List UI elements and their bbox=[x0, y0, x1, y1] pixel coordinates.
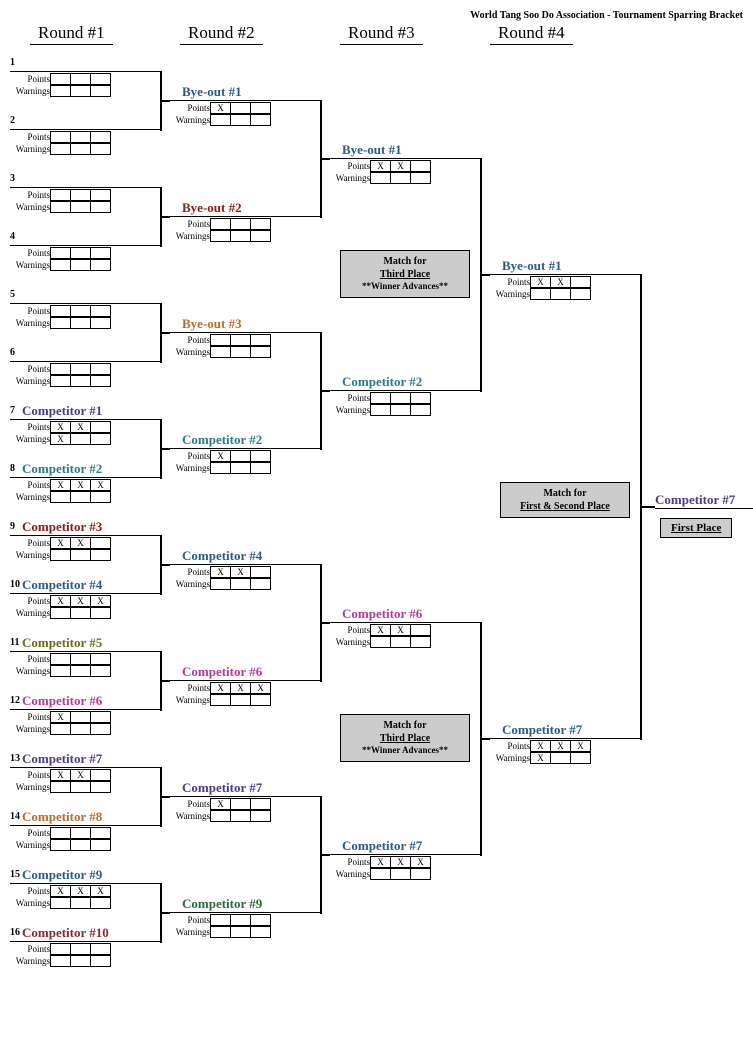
slot-number: 12 bbox=[10, 695, 20, 706]
competitor-name: Bye-out #1 bbox=[502, 258, 562, 274]
competitor-name: Competitor #2 bbox=[342, 374, 422, 390]
connector bbox=[480, 738, 490, 740]
slot-number: 7 bbox=[10, 405, 15, 416]
connector bbox=[160, 680, 170, 682]
connector bbox=[160, 216, 170, 218]
connector bbox=[320, 390, 330, 392]
competitor-name: Competitor #2 bbox=[182, 432, 262, 448]
competitor-name: Bye-out #1 bbox=[182, 84, 242, 100]
connector bbox=[320, 158, 330, 160]
competitor-name: Competitor #4 bbox=[182, 548, 262, 564]
bracket-canvas: 1PointsWarnings2PointsWarnings3PointsWar… bbox=[10, 51, 743, 1031]
connector bbox=[320, 854, 330, 856]
competitor-name: Competitor #4 bbox=[22, 577, 102, 593]
round-headers: Round #1 Round #2 Round #3 Round #4 bbox=[10, 23, 743, 51]
round-2-header: Round #2 bbox=[180, 23, 263, 45]
connector bbox=[160, 796, 170, 798]
slot-number: 1 bbox=[10, 57, 15, 68]
round-1-header: Round #1 bbox=[30, 23, 113, 45]
competitor-name: Competitor #3 bbox=[22, 519, 102, 535]
round-3-header: Round #3 bbox=[340, 23, 423, 45]
connector bbox=[160, 912, 170, 914]
slot-number: 8 bbox=[10, 463, 15, 474]
competitor-name: Competitor #7 bbox=[182, 780, 262, 796]
competitor-name: Bye-out #1 bbox=[342, 142, 402, 158]
slot-number: 2 bbox=[10, 115, 15, 126]
competitor-name: Competitor #2 bbox=[22, 461, 102, 477]
slot-number: 15 bbox=[10, 869, 20, 880]
page-header: World Tang Soo Do Association - Tourname… bbox=[10, 10, 743, 21]
connector bbox=[160, 332, 170, 334]
connector bbox=[320, 622, 330, 624]
connector bbox=[160, 564, 170, 566]
round-4-header: Round #4 bbox=[490, 23, 573, 45]
slot-number: 3 bbox=[10, 173, 15, 184]
connector bbox=[480, 274, 490, 276]
slot-number: 9 bbox=[10, 521, 15, 532]
competitor-name: Competitor #6 bbox=[342, 606, 422, 622]
competitor-name: Competitor #10 bbox=[22, 925, 109, 941]
competitor-name: Competitor #9 bbox=[182, 896, 262, 912]
slot-number: 4 bbox=[10, 231, 15, 242]
competitor-name: Competitor #6 bbox=[182, 664, 262, 680]
winner-slot: Competitor #7 bbox=[655, 492, 753, 509]
final-match-box: Match forFirst & Second Place bbox=[500, 482, 630, 518]
competitor-name: Competitor #5 bbox=[22, 635, 102, 651]
competitor-name: Competitor #7 bbox=[502, 722, 582, 738]
competitor-name: Competitor #7 bbox=[22, 751, 102, 767]
competitor-name: Competitor #8 bbox=[22, 809, 102, 825]
connector bbox=[640, 506, 655, 508]
slot-number: 11 bbox=[10, 637, 19, 648]
third-place-box-1: Match forThird Place**Winner Advances** bbox=[340, 250, 470, 298]
competitor-name: Competitor #1 bbox=[22, 403, 102, 419]
slot-number: 6 bbox=[10, 347, 15, 358]
connector bbox=[160, 448, 170, 450]
slot-number: 16 bbox=[10, 927, 20, 938]
competitor-name: Bye-out #2 bbox=[182, 200, 242, 216]
third-place-box-2: Match forThird Place**Winner Advances** bbox=[340, 714, 470, 762]
slot-number: 10 bbox=[10, 579, 20, 590]
slot-number: 14 bbox=[10, 811, 20, 822]
first-place-label: First Place bbox=[660, 518, 732, 538]
competitor-name: Competitor #7 bbox=[342, 838, 422, 854]
competitor-name: Competitor #6 bbox=[22, 693, 102, 709]
competitor-name: Competitor #9 bbox=[22, 867, 102, 883]
connector bbox=[160, 100, 170, 102]
winner-name: Competitor #7 bbox=[655, 492, 753, 508]
competitor-name: Bye-out #3 bbox=[182, 316, 242, 332]
slot-number: 13 bbox=[10, 753, 20, 764]
slot-number: 5 bbox=[10, 289, 15, 300]
